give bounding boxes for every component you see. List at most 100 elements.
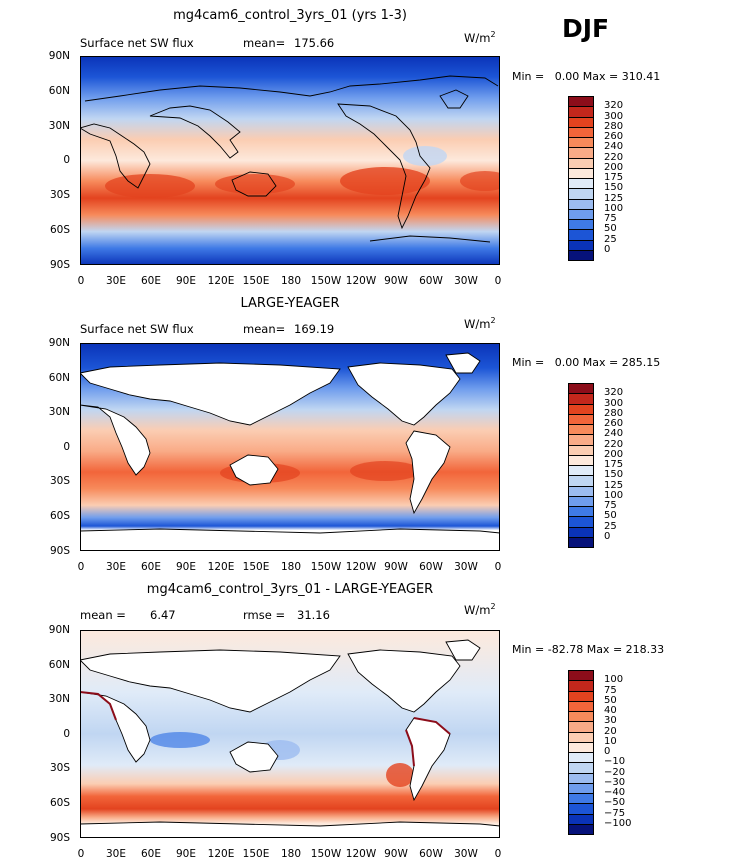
panel-1-map	[80, 56, 500, 265]
colorbar-level-label: 175	[604, 172, 624, 183]
panel-2-map-frame	[80, 343, 500, 551]
panel-2-lon-0: 0	[77, 561, 85, 573]
panel-2-lat-30s: 30S	[49, 475, 70, 487]
panel-3-title: mg4cam6_control_3yrs_01 - LARGE-YEAGER	[146, 582, 434, 597]
colorbar-level-label: 280	[604, 120, 624, 132]
panel-1-stat-label: mean=	[243, 36, 286, 50]
colorbar-level-label: 150	[604, 469, 624, 481]
panel-2-minmax: Min = 0.00 Max = 285.15	[512, 356, 661, 369]
panel-3-mean-label: mean =	[80, 608, 126, 622]
panel-2-lon-30w: 30W	[454, 561, 478, 573]
colorbar-swatch	[568, 249, 594, 261]
panel-3-lon-30w: 30W	[454, 848, 478, 860]
colorbar-level-label: 320	[604, 100, 624, 112]
panel-2-lat-60n: 60N	[48, 372, 70, 384]
panel-2-lon-120w: 120W	[345, 561, 377, 573]
colorbar-level-label: 40	[604, 705, 617, 716]
panel-1-lon-90e: 90E	[176, 275, 196, 287]
panel-3-lon-60e: 60E	[141, 848, 161, 860]
colorbar-level-label: 100	[604, 489, 624, 501]
colorbar-level-label: 175	[604, 459, 624, 470]
panel-2-lat-90n: 90N	[48, 337, 70, 349]
colorbar-level-label: 200	[604, 448, 624, 460]
panel-3-map	[80, 630, 500, 838]
colorbar-level-label: 125	[604, 479, 624, 491]
panel-2-lon-30e: 30E	[106, 561, 126, 573]
panel-2-lon-0-end: 0	[494, 561, 502, 573]
colorbar-level-label: 220	[604, 151, 624, 163]
panel-1-minmax: Min = 0.00 Max = 310.41	[512, 70, 661, 83]
panel-1-lon-0: 0	[77, 275, 85, 287]
panel-3-stat-label: rmse =	[243, 608, 286, 622]
colorbar-level-label: 50	[604, 510, 617, 522]
colorbar-level-label: −50	[604, 797, 626, 809]
panel-2-lon-120e: 120E	[207, 561, 235, 573]
panel-2-variable: Surface net SW flux	[80, 322, 194, 336]
panel-3-units: W/m2	[464, 602, 496, 617]
colorbar-swatch	[568, 536, 594, 548]
panel-1-lat-eq: 0	[63, 154, 70, 166]
panel-1-lat-60n: 60N	[48, 85, 70, 97]
colorbar-level-label: 0	[604, 243, 611, 255]
panel-1-lon-150w: 150W	[310, 275, 342, 287]
panel-3-lon-150w: 150W	[310, 848, 342, 860]
panel-1-lon-60w: 60W	[419, 275, 443, 287]
panel-3-colorbar	[568, 670, 594, 835]
colorbar-level-label: 75	[604, 500, 617, 511]
panel-3-lat-60s: 60S	[49, 797, 70, 809]
panel-2-lon-90w: 90W	[384, 561, 408, 573]
colorbar-level-label: 280	[604, 407, 624, 419]
panel-3-lon-150e: 150E	[242, 848, 270, 860]
colorbar-level-label: 240	[604, 428, 624, 440]
colorbar-level-label: −30	[604, 776, 626, 788]
panel-3-lat-eq: 0	[63, 728, 70, 740]
colorbar-level-label: −20	[604, 766, 626, 778]
panel-3-lat-90n: 90N	[48, 624, 70, 636]
colorbar-level-label: 320	[604, 387, 624, 399]
panel-2-lat-90s: 90S	[49, 545, 70, 557]
panel-1-lon-60e: 60E	[141, 275, 161, 287]
panel-3-minmax: Min = -82.78 Max = 218.33	[512, 643, 665, 656]
panel-3-lon-90w: 90W	[384, 848, 408, 860]
colorbar-level-label: 240	[604, 141, 624, 153]
panel-2-lon-60e: 60E	[141, 561, 161, 573]
panel-1-lon-180: 180	[280, 275, 302, 287]
panel-3-stat-value: 31.16	[297, 608, 330, 622]
colorbar-level-label: 300	[604, 397, 624, 409]
panel-3-mean-value: 6.47	[150, 608, 176, 622]
colorbar-level-label: 25	[604, 233, 617, 245]
panel-2-lon-150e: 150E	[242, 561, 270, 573]
panel-3-lon-120w: 120W	[345, 848, 377, 860]
colorbar-level-label: 150	[604, 182, 624, 194]
colorbar-level-label: −100	[604, 817, 632, 829]
colorbar-level-label: 50	[604, 223, 617, 235]
panel-3-lon-0: 0	[77, 848, 85, 860]
panel-2-colorbar	[568, 383, 594, 548]
panel-1-lon-120e: 120E	[207, 275, 235, 287]
panel-3-lon-0-end: 0	[494, 848, 502, 860]
panel-3-lat-90s: 90S	[49, 832, 70, 844]
panel-3-lat-60n: 60N	[48, 659, 70, 671]
panel-1-lat-30n: 30N	[48, 120, 70, 132]
colorbar-level-label: −40	[604, 787, 626, 798]
panel-1-variable: Surface net SW flux	[80, 36, 194, 50]
colorbar-level-label: 125	[604, 192, 624, 204]
panel-2-lat-60s: 60S	[49, 510, 70, 522]
panel-1-lon-30w: 30W	[454, 275, 478, 287]
panel-1-lon-0-end: 0	[494, 275, 502, 287]
panel-3-lon-180: 180	[280, 848, 302, 860]
panel-3-lon-30e: 30E	[106, 848, 126, 860]
panel-1-lon-90w: 90W	[384, 275, 408, 287]
panel-2-lon-90e: 90E	[176, 561, 196, 573]
panel-3-lat-30n: 30N	[48, 693, 70, 705]
panel-1-title: mg4cam6_control_3yrs_01 (yrs 1-3)	[173, 8, 407, 23]
panel-1-lat-90s: 90S	[49, 259, 70, 271]
colorbar-level-label: 50	[604, 694, 617, 706]
panel-2-lat-eq: 0	[63, 441, 70, 453]
panel-3-map-frame	[80, 630, 500, 838]
panel-1-lon-150e: 150E	[242, 275, 270, 287]
panel-1-stat-value: 175.66	[294, 36, 335, 50]
colorbar-level-label: 10	[604, 735, 617, 747]
colorbar-swatch	[568, 823, 594, 835]
panel-3-lon-120e: 120E	[207, 848, 235, 860]
